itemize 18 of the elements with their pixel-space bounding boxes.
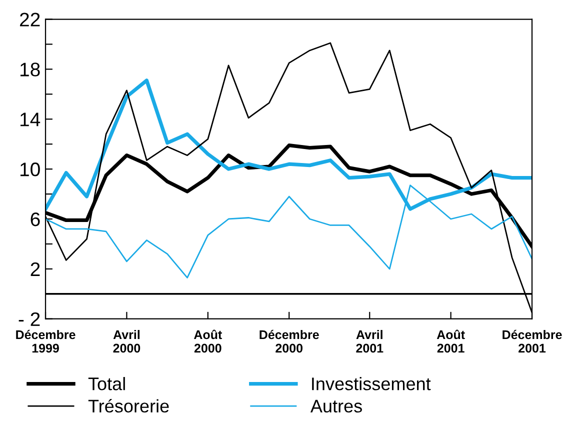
legend-label: Investissement — [312, 377, 431, 390]
y-tick-label: 18 — [20, 62, 40, 76]
x-tick-label: Août 2000 — [194, 330, 222, 353]
y-tick-label: 2 — [30, 262, 40, 276]
x-tick-label: Août 2001 — [436, 330, 465, 353]
y-tick-label: 22 — [20, 12, 40, 26]
x-tick-label: Décembre 1999 — [16, 330, 76, 353]
y-tick-label: 10 — [20, 162, 40, 176]
y-tick-label: 6 — [30, 212, 40, 226]
x-tick-label: Décembre 2000 — [260, 330, 319, 353]
x-tick-label: Avril 2000 — [113, 330, 140, 353]
x-tick-label: Avril 2001 — [356, 330, 384, 353]
x-tick-label: Décembre 2001 — [502, 330, 562, 353]
legend-label: Autres — [310, 400, 362, 413]
y-tick-label: - 2 — [18, 312, 40, 326]
legend-label: Total — [88, 377, 125, 390]
legend-label: Trésorerie — [88, 399, 169, 413]
y-tick-label: 14 — [20, 112, 40, 126]
